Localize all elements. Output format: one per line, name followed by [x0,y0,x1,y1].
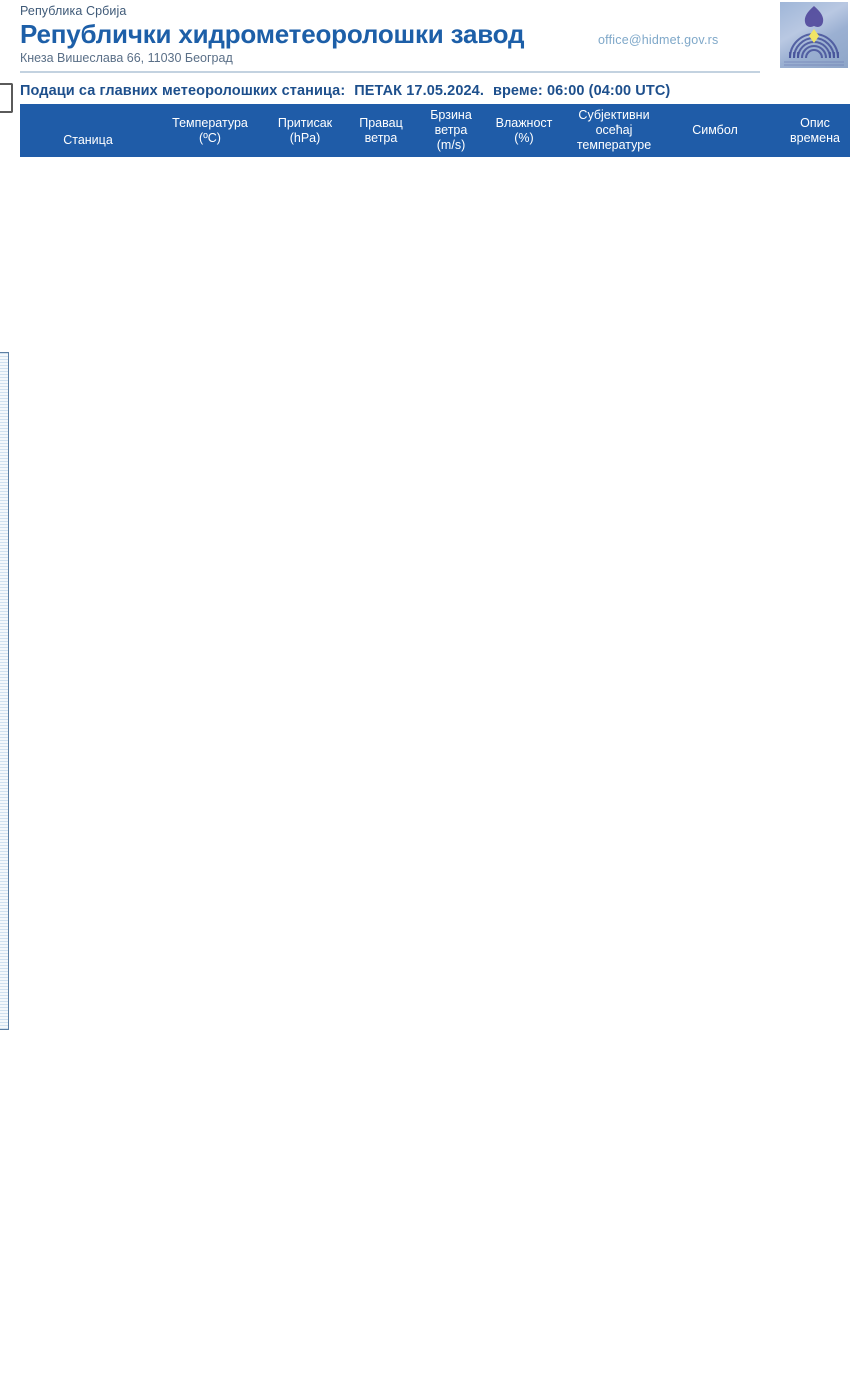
logo-emblem-icon [784,6,844,66]
col-subjective-unit: температуре [576,138,652,152]
hidmet-logo [780,2,848,68]
col-temperature-unit: (ºC) [199,130,221,145]
col-symbol-label: Симбол [692,123,738,137]
col-pressure[interactable]: Притисак (hPa) [264,104,346,157]
data-banner: Подаци са главних метеоролошких станица:… [20,78,820,104]
col-subjective-label: Субјективни [578,108,650,122]
col-wind-direction[interactable]: Правац ветра [346,104,416,157]
col-description[interactable]: Опис времена [764,104,850,157]
col-humidity[interactable]: Влажност (%) [486,104,562,157]
left-frame-fragment-rail [0,352,9,1030]
col-description-label: Опис [800,115,830,130]
table-header: Станица Температура (ºC) Притисак (hPa) … [20,104,850,157]
col-wind-speed-sub: ветра [434,123,468,137]
masthead-divider [20,71,760,73]
stations-table-wrapper: Станица Температура (ºC) Притисак (hPa) … [20,104,850,157]
col-station-label: Станица [63,133,113,147]
col-humidity-label: Влажност [495,115,553,130]
banner-date: ПЕТАК 17.05.2024. [354,83,484,99]
header-row: Станица Температура (ºC) Притисак (hPa) … [20,104,850,157]
col-subjective-temperature[interactable]: Субјективни осећај температуре [562,104,666,157]
col-pressure-unit: (hPa) [289,130,321,145]
contact-email-link[interactable]: office@hidmet.gov.rs [598,33,719,47]
col-wind-speed-unit: (m/s) [436,138,466,152]
col-temperature[interactable]: Температура (ºC) [156,104,264,157]
left-frame-fragment-top [0,83,13,113]
col-wind-direction-label: Правац [359,115,403,130]
col-wind-speed[interactable]: Брзина ветра (m/s) [416,104,486,157]
site-masthead: Република Србија Републички хидрометеоро… [0,0,850,78]
institute-address: Кнеза Вишеслава 66, 11030 Београд [20,51,233,65]
col-station[interactable]: Станица [20,104,156,157]
col-wind-direction-sub: ветра [364,130,398,145]
col-symbol[interactable]: Симбол [666,104,764,157]
col-temperature-label: Температура [172,115,248,130]
col-humidity-unit: (%) [514,130,534,145]
country-label: Република Србија [20,4,127,18]
banner-time: време: 06:00 (04:00 UTC) [492,83,671,99]
col-subjective-sub: осећај [595,123,633,137]
institute-title: Републички хидрометеоролошки завод [20,19,525,49]
banner-label: Подаци са главних метеоролошких станица: [20,83,346,99]
col-pressure-label: Притисак [277,115,333,130]
col-wind-speed-label: Брзина [430,108,472,122]
stations-table: Станица Температура (ºC) Притисак (hPa) … [20,104,850,157]
col-description-sub: времена [790,130,840,145]
